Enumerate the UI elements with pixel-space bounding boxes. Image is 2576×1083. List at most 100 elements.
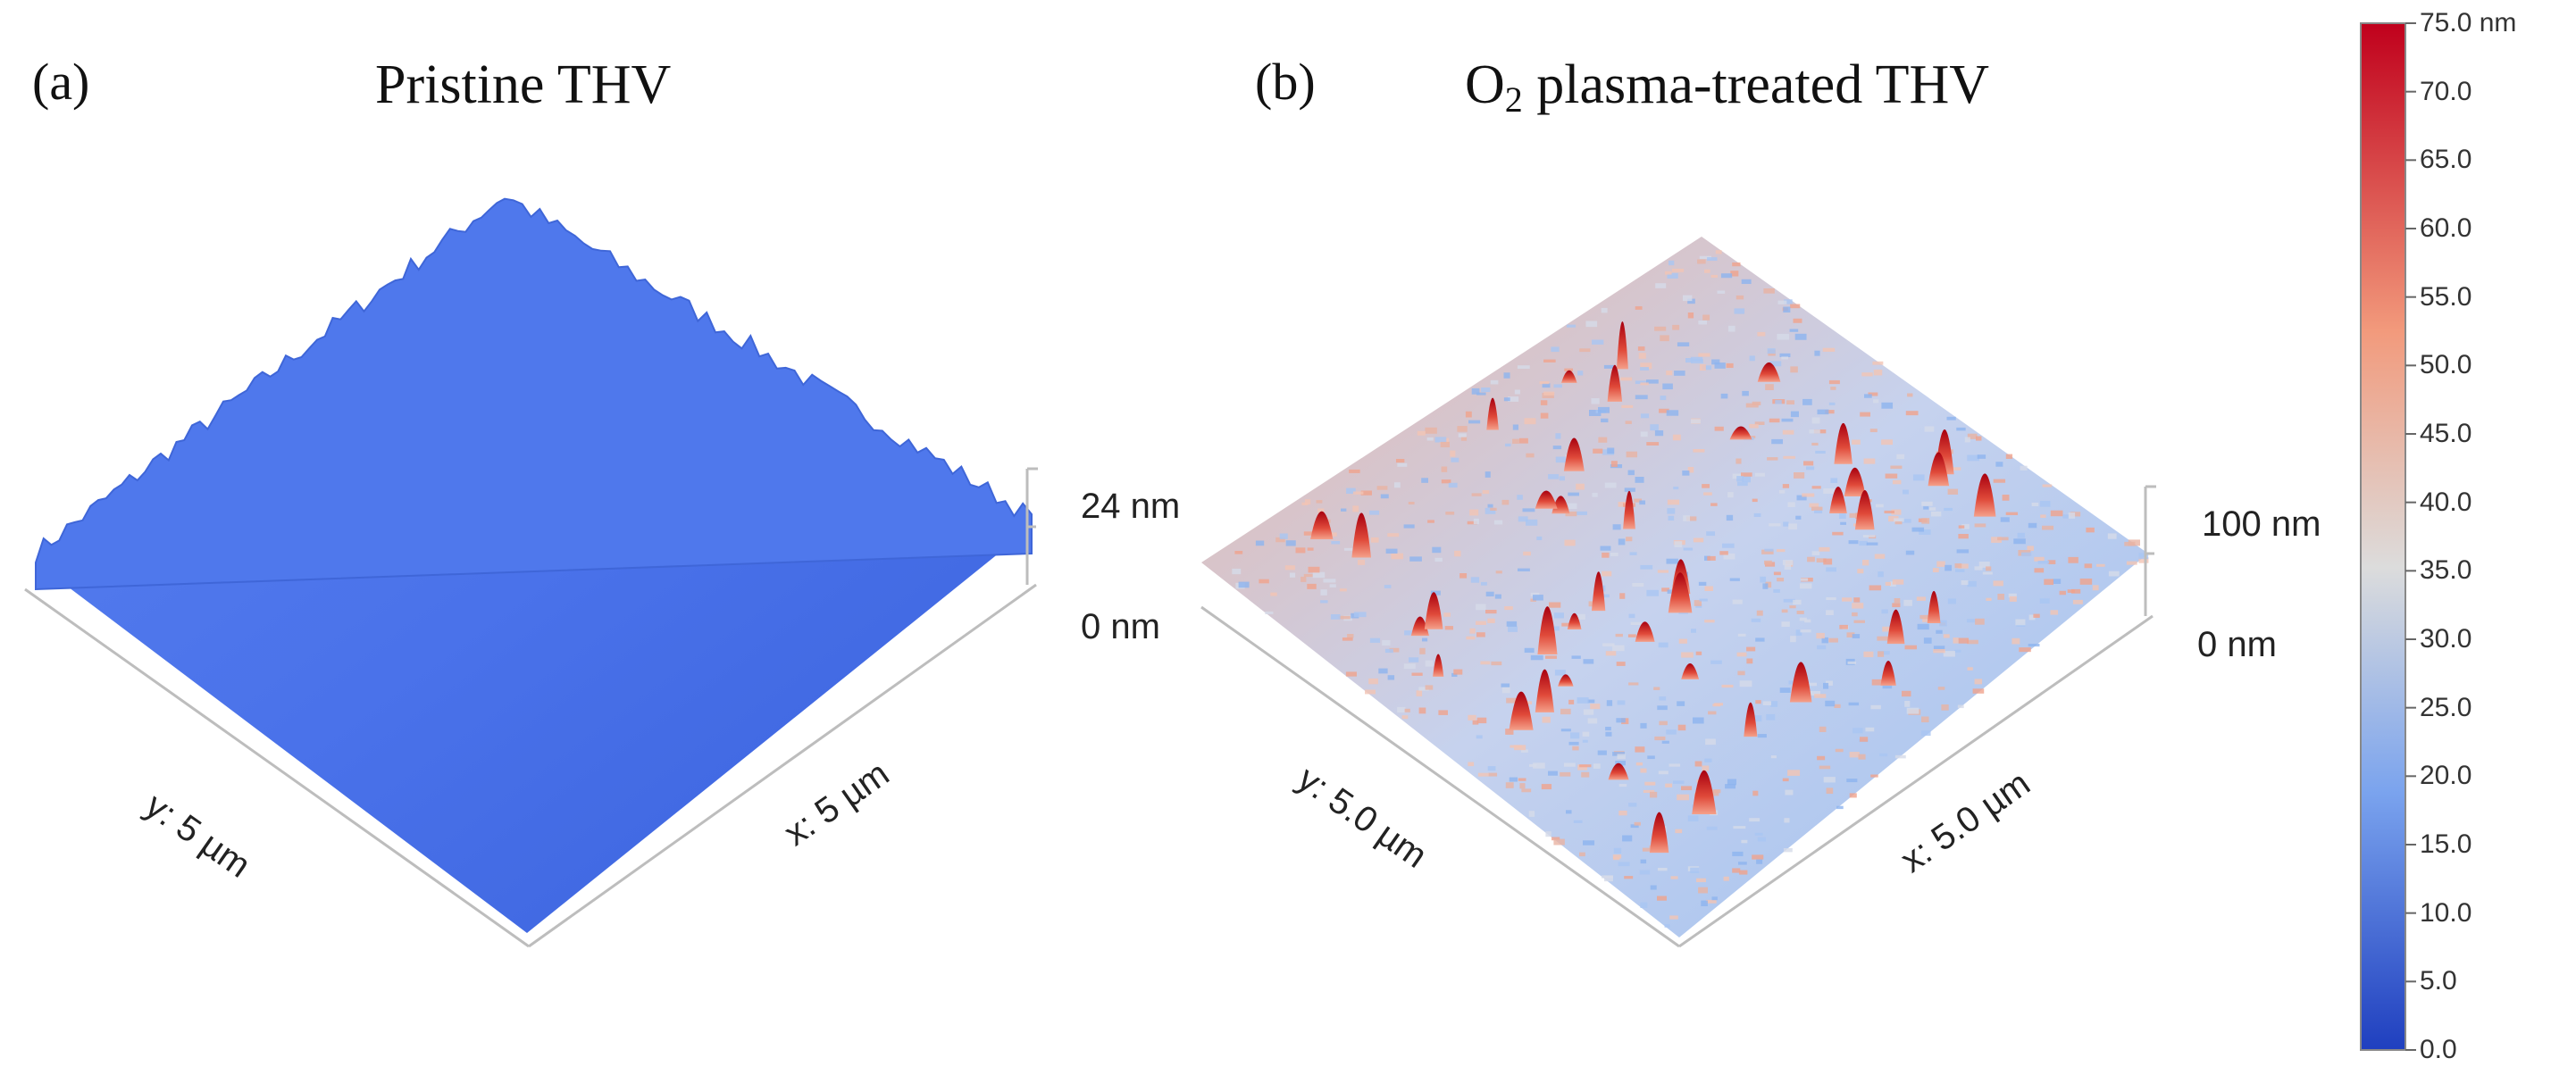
panel-a-z-bottom: 0 nm xyxy=(1081,607,1160,646)
surface-b-speckle xyxy=(1519,783,1526,789)
surface-b-speckle xyxy=(1781,356,1789,360)
surface-b-speckle xyxy=(1597,750,1607,755)
surface-b-speckle xyxy=(1916,596,1926,601)
surface-b-speckle xyxy=(2020,465,2028,471)
surface-b-speckle xyxy=(1501,499,1510,505)
surface-b-speckle xyxy=(1993,580,2003,587)
surface-b-speckle xyxy=(1657,570,1669,573)
surface-b-speckle xyxy=(1396,459,1405,463)
surface-b-speckle xyxy=(2086,527,2095,533)
surface-b-speckle xyxy=(1613,847,1622,854)
surface-b-speckle xyxy=(1470,577,1480,583)
surface-b-speckle xyxy=(1944,507,1953,512)
surface-b-speckle xyxy=(1773,588,1780,593)
surface-b-speckle xyxy=(1882,683,1893,689)
surface-b-speckle xyxy=(1606,700,1613,706)
surface-b-speckle xyxy=(1487,766,1496,771)
surface-b-speckle xyxy=(1665,783,1673,787)
surface-b-speckle xyxy=(1761,549,1774,554)
surface-b-speckle xyxy=(1905,550,1915,555)
surface-b-speckle xyxy=(1976,436,1982,441)
surface-b-speckle xyxy=(1409,657,1419,662)
surface-b-speckle xyxy=(1605,727,1611,731)
surface-b-speckle xyxy=(1601,418,1609,423)
surface-b-speckle xyxy=(1654,326,1667,331)
surface-b-speckle xyxy=(1681,652,1694,658)
surface-b-speckle xyxy=(1698,887,1708,894)
surface-b-speckle xyxy=(1708,711,1717,715)
surface-b-speckle xyxy=(1727,779,1737,786)
surface-b-speckle xyxy=(2096,563,2105,567)
surface-b-speckle xyxy=(1427,520,1434,523)
surface-b-speckle xyxy=(1602,552,1610,558)
surface-b-speckle xyxy=(1732,599,1743,604)
surface-b-speckle xyxy=(1634,821,1641,826)
surface-b-speckle xyxy=(2128,539,2141,546)
surface-b-speckle xyxy=(1418,687,1429,691)
surface-b-speckle xyxy=(1892,479,1902,485)
surface-b-speckle xyxy=(1919,529,1931,535)
surface-b-speckle xyxy=(1487,618,1495,623)
surface-b-speckle xyxy=(1860,412,1870,417)
surface-b-speckle xyxy=(1870,774,1878,778)
surface-b-speckle xyxy=(1710,503,1718,506)
surface-b-speckle xyxy=(1467,521,1477,525)
surface-b-speckle xyxy=(1505,443,1511,447)
surface-b-speckle xyxy=(1836,805,1844,810)
surface-b-speckle xyxy=(1419,647,1426,654)
surface-b-speckle xyxy=(1693,537,1704,543)
surface-b-speckle xyxy=(1403,663,1416,670)
surface-b-speckle xyxy=(2071,588,2081,594)
surface-b-speckle xyxy=(1671,269,1685,272)
surface-b-speckle xyxy=(1485,471,1491,478)
surface-b-speckle xyxy=(1814,694,1827,698)
surface-b-speckle xyxy=(1553,384,1562,388)
surface-b-speckle xyxy=(1941,704,1949,711)
surface-b-speckle xyxy=(1713,789,1721,794)
surface-b-speckle xyxy=(1839,624,1848,629)
surface-b-speckle xyxy=(1769,361,1782,367)
surface-b-speckle xyxy=(1957,704,1964,709)
surface-b-speckle xyxy=(1811,551,1820,555)
surface-b-speckle xyxy=(1397,462,1408,467)
surface-b-speckle xyxy=(1782,429,1794,435)
surface-b-speckle xyxy=(1781,418,1794,422)
colorbar-tick-label: 70.0 xyxy=(2420,76,2472,106)
surface-b-speckle xyxy=(1593,763,1601,769)
surface-b-speckle xyxy=(1691,629,1697,633)
surface-b-speckle xyxy=(1592,493,1598,497)
surface-b-speckle xyxy=(1640,564,1653,570)
surface-b-speckle xyxy=(1958,637,1970,644)
surface-b-speckle xyxy=(1912,474,1925,481)
surface-b-peak xyxy=(1927,590,1941,623)
surface-b-speckle xyxy=(1646,379,1659,384)
surface-b-peak xyxy=(1880,661,1896,686)
surface-b-speckle xyxy=(1501,683,1510,687)
surface-b-speckle xyxy=(1735,458,1742,464)
surface-b-peak xyxy=(1486,397,1499,430)
surface-b-speckle xyxy=(1819,546,1830,552)
surface-b-speckle xyxy=(1307,547,1314,551)
surface-b-speckle xyxy=(2011,637,2020,645)
surface-b-speckle xyxy=(1509,777,1518,782)
surface-b-speckle xyxy=(2034,568,2045,573)
surface-b-peak xyxy=(1789,662,1812,703)
surface-b-speckle xyxy=(1873,399,1879,404)
surface-b-speckle xyxy=(1545,655,1557,659)
surface-b-speckle xyxy=(1742,390,1749,396)
surface-b-speckle xyxy=(1555,433,1561,439)
surface-b-speckle xyxy=(1847,661,1857,664)
surface-b-speckle xyxy=(1707,257,1718,262)
surface-b-speckle xyxy=(1781,621,1790,628)
surface-b-peak xyxy=(1635,621,1655,642)
surface-b-speckle xyxy=(1677,724,1686,731)
surface-b-speckle xyxy=(1564,368,1573,372)
surface-b-speckle xyxy=(1993,479,2006,483)
panel-b-title: O2 plasma-treated THV xyxy=(1465,54,1989,121)
surface-b-speckle xyxy=(1903,489,1909,495)
surface-b-speckle xyxy=(1303,531,1313,536)
surface-b-speckle xyxy=(1370,537,1379,543)
surface-b-speckle xyxy=(1894,521,1903,525)
surface-b-speckle xyxy=(1687,467,1694,473)
surface-b-speckle xyxy=(1422,637,1428,642)
